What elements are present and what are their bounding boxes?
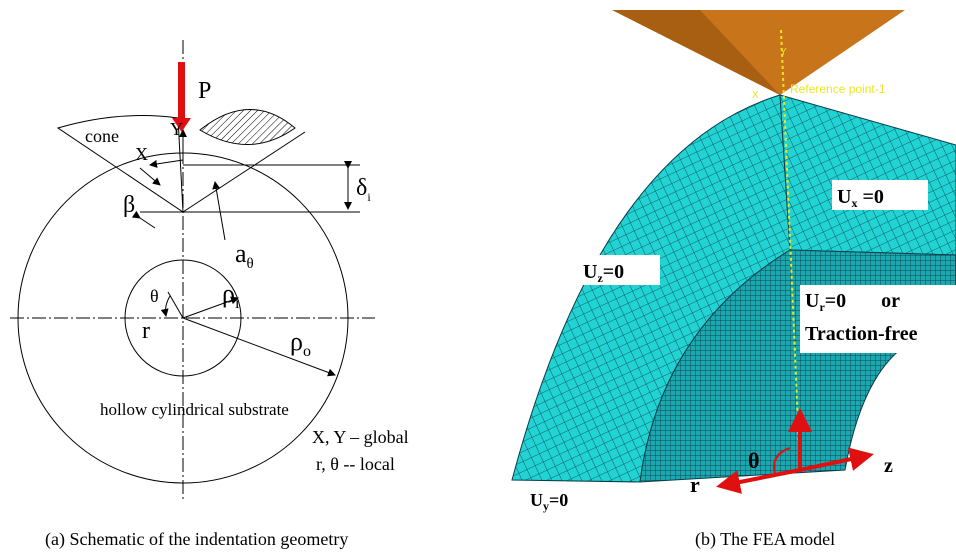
theta-ray: [168, 292, 183, 318]
theta-arc: [166, 296, 171, 316]
label-sub: i: [367, 190, 371, 204]
x-axis-arrow: [150, 160, 183, 165]
theta-label: θ: [748, 448, 759, 473]
label-sub: o: [303, 343, 311, 360]
r-label: r: [142, 318, 150, 344]
cone-label: cone: [85, 126, 119, 146]
load-arrow-shaft: [178, 62, 185, 120]
rho-i-label: ρi: [222, 279, 240, 312]
beta-label: β: [123, 192, 135, 218]
label-rest: =0: [857, 186, 883, 208]
axis-label: X: [752, 90, 759, 101]
bc-label: Ux =0: [837, 186, 884, 210]
bc-label: Uy=0: [530, 490, 568, 513]
label-main: U: [837, 186, 851, 208]
cone-left: [58, 116, 183, 212]
label-main: ρ: [290, 327, 303, 356]
cone-section: [200, 109, 295, 144]
z-label: z: [884, 455, 893, 477]
bc-label: Traction-free: [805, 323, 918, 345]
label-sub: θ: [247, 256, 254, 272]
label-main: U: [583, 261, 597, 283]
label-main: δ: [356, 175, 367, 201]
label-main: ρ: [222, 279, 235, 308]
axis-label: Y: [780, 47, 787, 58]
theta-label: θ: [150, 286, 159, 306]
label-main: U: [530, 490, 543, 510]
label-rest: =0: [603, 261, 624, 283]
bc-label: Ur=0 or: [805, 290, 900, 314]
contact-arrow: [215, 182, 225, 240]
substrate-label: hollow cylindrical substrate: [100, 400, 289, 419]
label-rest: =0: [549, 490, 568, 510]
label-main: U: [805, 290, 819, 312]
beta-arrow: [140, 168, 160, 185]
figure: P cone Y X β δi aθ θ ρi r ρo hollow cyli…: [0, 0, 956, 556]
top-mesh: [780, 95, 956, 255]
bc-label: Uz=0: [583, 261, 624, 285]
rho-o-label: ρo: [290, 327, 311, 360]
panel-b: [512, 10, 956, 486]
axis-label: Y: [170, 119, 183, 139]
r-label: r: [690, 472, 700, 497]
caption: (a) Schematic of the indentation geometr…: [45, 529, 348, 550]
label-sub: i: [235, 295, 240, 312]
load-label: P: [198, 78, 211, 104]
note: r, θ -- local: [316, 454, 395, 474]
rho-o-arrow: [183, 318, 335, 375]
label-rest: =0 or: [825, 290, 900, 312]
axis-label: X: [135, 144, 148, 164]
contact-label: aθ: [235, 239, 254, 272]
beta-arrow: [140, 218, 155, 228]
caption: (b) The FEA model: [695, 529, 835, 550]
ref-point-label: Reference point-1: [790, 82, 886, 96]
delta-label: δi: [356, 175, 371, 204]
note: X, Y – global: [312, 427, 409, 447]
label-main: a: [235, 239, 247, 268]
